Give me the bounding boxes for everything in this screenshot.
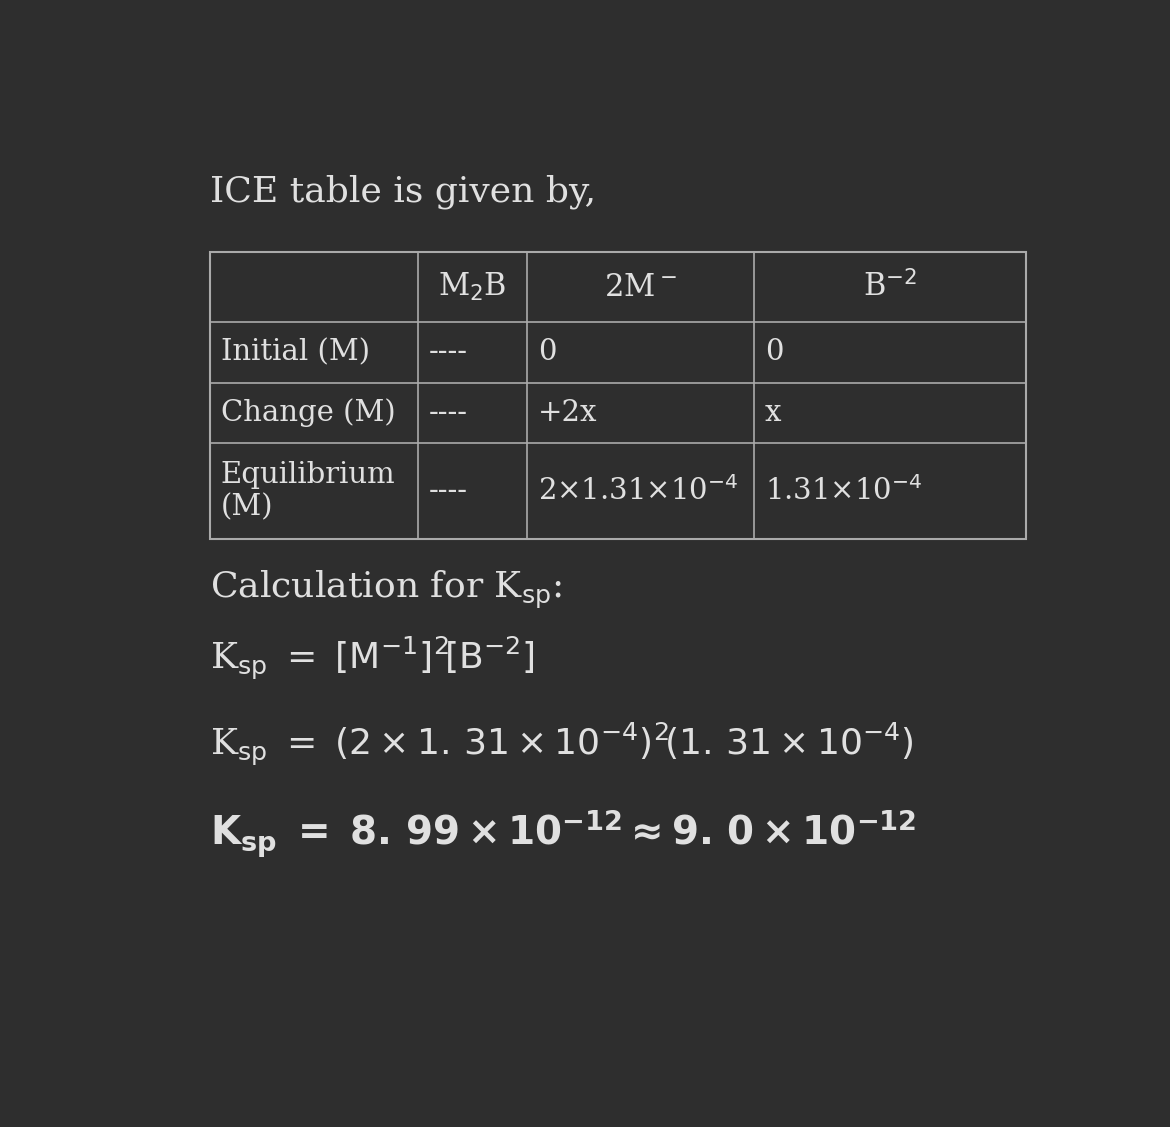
Text: x: x <box>765 399 782 427</box>
Text: Equilibrium
(M): Equilibrium (M) <box>221 461 395 521</box>
Text: ICE table is given by,: ICE table is given by, <box>209 175 596 208</box>
Text: +2x: +2x <box>538 399 598 427</box>
Text: Initial (M): Initial (M) <box>221 338 370 366</box>
Text: ----: ---- <box>429 338 468 366</box>
Bar <box>209 252 1026 539</box>
Text: $\mathbf{K}_{\mathbf{sp}}$ $\mathbf{=}$ $\mathbf{8.\,99 \times 10^{-12} \approx : $\mathbf{K}_{\mathbf{sp}}$ $\mathbf{=}$ … <box>209 808 916 860</box>
Text: K$_{\mathrm{sp}}$ $=$ $\left(2 \times 1.\,31 \times 10^{-4}\right)^{2}\!\left(1.: K$_{\mathrm{sp}}$ $=$ $\left(2 \times 1.… <box>209 721 914 769</box>
Text: ----: ---- <box>429 399 468 427</box>
Text: 0: 0 <box>765 338 783 366</box>
Text: 2M$^-$: 2M$^-$ <box>604 272 676 303</box>
Text: 2×1.31×10$^{-4}$: 2×1.31×10$^{-4}$ <box>538 476 738 506</box>
Text: B$^{-2}$: B$^{-2}$ <box>862 270 917 303</box>
Text: Calculation for K$_{\mathrm{sp}}$:: Calculation for K$_{\mathrm{sp}}$: <box>209 569 562 611</box>
Text: ----: ---- <box>429 477 468 505</box>
Text: K$_{\mathrm{sp}}$ $=$ $\left[\mathrm{M}^{-1}\right]^{2}\!\left[\mathrm{B}^{-2}\r: K$_{\mathrm{sp}}$ $=$ $\left[\mathrm{M}^… <box>209 635 535 682</box>
Text: M$_2$B: M$_2$B <box>439 272 507 303</box>
Text: 0: 0 <box>538 338 557 366</box>
Text: 1.31×10$^{-4}$: 1.31×10$^{-4}$ <box>765 476 922 506</box>
Text: Change (M): Change (M) <box>221 399 395 427</box>
